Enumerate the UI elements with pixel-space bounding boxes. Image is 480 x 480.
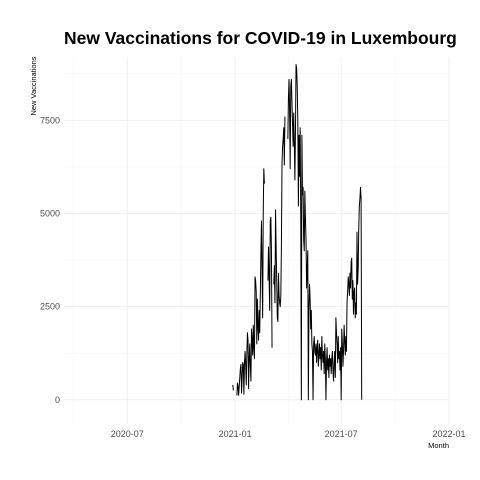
x-tick-label: 2021-07 — [325, 429, 358, 439]
y-tick-labels: 0 2500 5000 7500 — [40, 115, 60, 404]
series-line — [232, 384, 234, 391]
series-line — [236, 168, 265, 396]
y-tick-label: 5000 — [40, 208, 60, 218]
y-tick-label: 7500 — [40, 115, 60, 125]
series-line — [287, 63, 363, 401]
x-tick-label: 2021-01 — [219, 429, 252, 439]
series-lines — [232, 63, 363, 401]
y-tick-label: 0 — [55, 395, 60, 405]
series-line — [267, 216, 273, 348]
x-tick-label: 2020-07 — [111, 429, 144, 439]
x-tick-labels: 2020-07 2021-01 2021-07 2022-01 — [111, 429, 466, 439]
major-gridlines — [64, 57, 450, 424]
minor-gridlines — [64, 57, 449, 424]
y-tick-label: 2500 — [40, 302, 60, 312]
x-axis-label: Month — [428, 441, 449, 450]
chart-title: New Vaccinations for COVID-19 in Luxembo… — [64, 28, 457, 48]
series-line — [273, 116, 286, 323]
x-tick-label: 2022-01 — [432, 429, 465, 439]
y-axis-label: New Vaccinations — [29, 56, 38, 115]
